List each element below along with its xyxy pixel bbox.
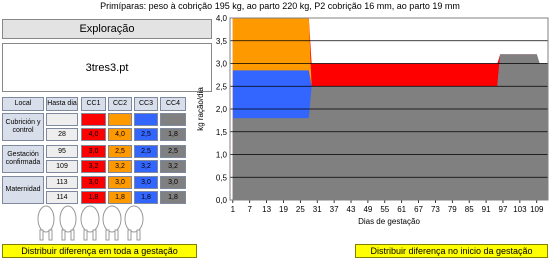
column-header: CC4 [160, 97, 186, 111]
x-tick-label: 49 [363, 205, 372, 214]
pig-icons [37, 205, 144, 241]
y-tick-label: 2,5 [216, 82, 228, 91]
cc-blank [160, 113, 186, 126]
cc-cell[interactable]: 1,8 [81, 191, 106, 204]
x-tick-label: 43 [347, 205, 356, 214]
x-tick-label: 79 [448, 205, 457, 214]
x-tick-label: 31 [313, 205, 322, 214]
cc-cell[interactable]: 1,8 [160, 128, 186, 141]
distribute-all-button[interactable]: Distribuir diferença em toda a gestação [2, 244, 197, 258]
hasta-cell: 95 [46, 145, 78, 158]
hasta-cell: 113 [46, 176, 78, 189]
chart: kg ração/dia Dias de gestação 0,0 0,5 1,0 1… [196, 14, 549, 226]
x-tick-label: 73 [431, 205, 440, 214]
y-tick-label: 4,0 [216, 14, 228, 23]
x-tick-label: 91 [482, 205, 491, 214]
x-tick-label: 61 [397, 205, 406, 214]
group-label: Maternidad [2, 176, 44, 204]
column-header: Hasta dia [46, 97, 78, 111]
column-header: CC1 [81, 97, 106, 111]
x-tick-label: 55 [380, 205, 389, 214]
table: Local Hasta dia CC1 CC2 CC3 CC4 Cubrición y co… [0, 0, 200, 210]
group-label: Cubrición y control [2, 113, 44, 141]
cc-cell[interactable]: 4,0 [108, 128, 132, 141]
cc-cell[interactable]: 3,0 [81, 145, 106, 158]
group-label: Gestación confirmada [2, 145, 44, 173]
y-tick-label: 3,0 [216, 60, 228, 69]
column-header: CC2 [108, 97, 132, 111]
cc-cell[interactable]: 3,2 [108, 160, 132, 173]
cc-cell[interactable]: 4,0 [81, 128, 106, 141]
cc-cell[interactable]: 2,5 [134, 128, 158, 141]
cc-cell[interactable]: 3,2 [134, 160, 158, 173]
cc-cell[interactable]: 2,5 [134, 145, 158, 158]
x-axis-title: Dias de gestação [358, 217, 420, 226]
x-tick-label: 109 [530, 205, 544, 214]
cc-cell[interactable]: 2,5 [160, 145, 186, 158]
cc-cell[interactable]: 3,0 [160, 176, 186, 189]
cc-blank [134, 113, 158, 126]
y-axis-title: kg ração/dia [196, 87, 205, 131]
cc-cell[interactable]: 2,5 [108, 145, 132, 158]
hasta-cell: 28 [46, 128, 78, 141]
x-tick-label: 85 [465, 205, 474, 214]
distribute-start-button[interactable]: Distribuir diferença no inicio da gestaç… [355, 244, 548, 258]
x-tick-label: 97 [499, 205, 508, 214]
x-tick-label: 25 [296, 205, 305, 214]
hasta-cell: 114 [46, 191, 78, 204]
plot-border [229, 17, 549, 201]
farm-label: Exploração [2, 19, 212, 39]
y-tick-label: 0,5 [216, 173, 228, 182]
cc-cell[interactable]: 1,8 [108, 191, 132, 204]
cc-blank [81, 113, 106, 126]
y-tick-label: 1,5 [216, 128, 228, 137]
page-title: Primíparas: peso à cobrição 195 kg, ao p… [100, 1, 460, 11]
cc-cell[interactable]: 3,2 [160, 160, 186, 173]
y-tick-label: 3,5 [216, 37, 228, 46]
cc-cell[interactable]: 1,8 [134, 191, 158, 204]
cc-cell[interactable]: 3,0 [134, 176, 158, 189]
x-tick-label: 103 [513, 205, 527, 214]
x-tick-label: 1 [231, 205, 236, 214]
farm-name[interactable]: 3tres3.pt [2, 43, 212, 92]
cc-blank [108, 113, 132, 126]
y-tick-label: 0,0 [216, 196, 228, 205]
x-tick-label: 37 [330, 205, 339, 214]
x-tick-label: 7 [247, 205, 252, 214]
x-tick-label: 13 [262, 205, 271, 214]
area-series [232, 54, 549, 201]
x-tick-label: 67 [414, 205, 423, 214]
row-blank [46, 113, 78, 126]
cc-cell[interactable]: 3,0 [81, 176, 106, 189]
cc-cell[interactable]: 3,0 [108, 176, 132, 189]
hasta-cell: 109 [46, 160, 78, 173]
column-header: CC3 [134, 97, 158, 111]
y-tick-label: 1,0 [216, 151, 228, 160]
cc-cell[interactable]: 1,8 [160, 191, 186, 204]
column-header: Local [2, 97, 44, 111]
y-tick-label: 2,0 [216, 105, 228, 114]
x-tick-label: 19 [279, 205, 288, 214]
cc-cell[interactable]: 3,2 [81, 160, 106, 173]
